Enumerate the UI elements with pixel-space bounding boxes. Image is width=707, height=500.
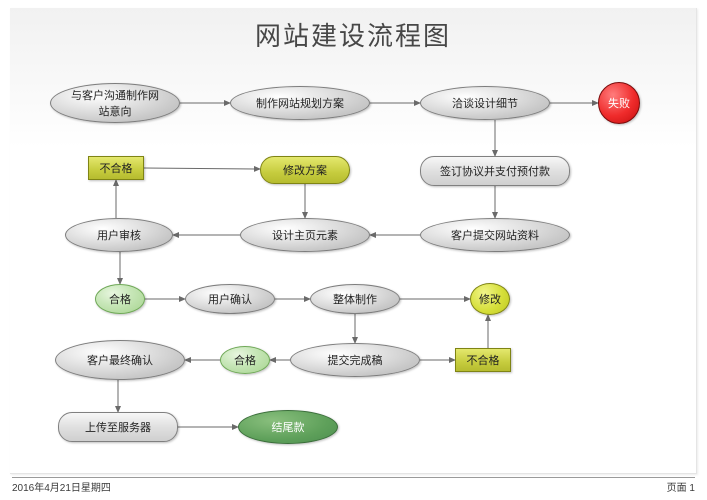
node-ng2: 不合格: [455, 348, 511, 372]
footer-page: 页面 1: [667, 479, 695, 494]
slide-page: 网站建设流程图 与客户沟通制作网站意向制作网站规划方案洽谈设计细节失败签订协议并…: [10, 8, 697, 474]
node-n4: 签订协议并支付预付款: [420, 156, 570, 186]
node-n12: 上传至服务器: [58, 412, 178, 442]
node-mod2: 修改: [470, 283, 510, 315]
node-ok2: 合格: [220, 346, 270, 374]
flowchart-stage: 与客户沟通制作网站意向 制作网站规划方案 洽谈设计细节 失败签订协议并支付预付款客户提…: [10, 8, 696, 473]
node-n3: 洽谈设计细节: [420, 86, 550, 120]
node-fail: 失败: [598, 82, 640, 124]
node-ok1: 合格: [95, 284, 145, 314]
footer-date: 2016年4月21日星期四: [12, 479, 111, 494]
node-n7: 用户审核: [65, 218, 173, 252]
node-n10: 提交完成稿: [290, 343, 420, 377]
node-n8: 用户确认: [185, 284, 275, 314]
node-n2: 制作网站规划方案: [230, 86, 370, 120]
footer-rule: [12, 477, 695, 478]
node-mod1: 修改方案: [260, 156, 350, 184]
node-n9: 整体制作: [310, 284, 400, 314]
node-n5: 客户提交网站资料: [420, 218, 570, 252]
node-ng1: 不合格: [88, 156, 144, 180]
node-n11: 客户最终确认: [55, 340, 185, 380]
node-n13: 结尾款: [238, 410, 338, 444]
node-n6: 设计主页元素: [240, 218, 370, 252]
edge-ng1-mod1: [144, 168, 260, 169]
node-n1: 与客户沟通制作网站意向: [50, 83, 180, 123]
